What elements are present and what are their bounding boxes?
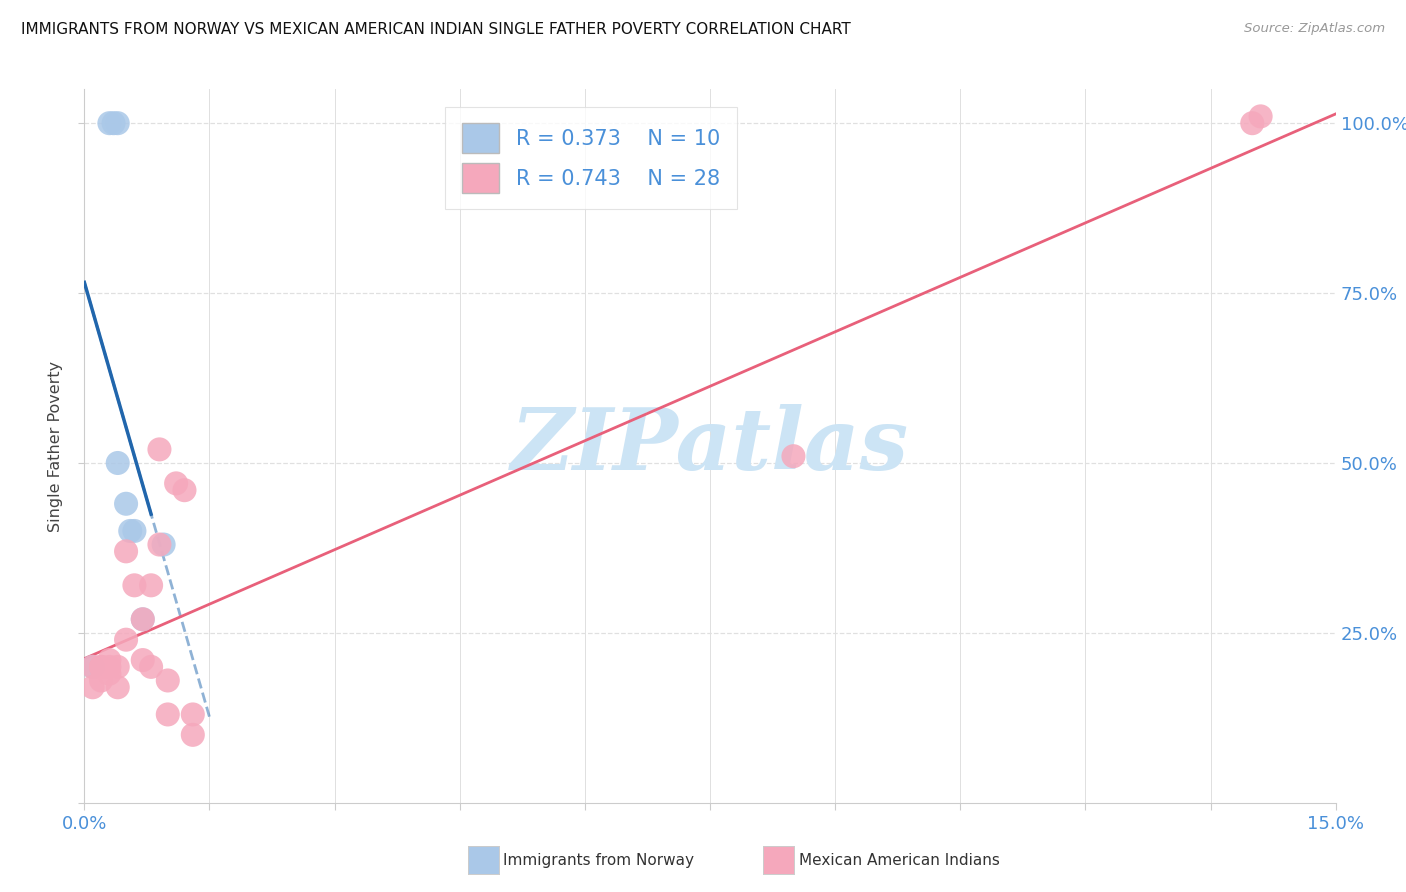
Point (156, 673, 179, 688)
Point (152, 537, 174, 551)
Point (98, 116, 121, 130)
Y-axis label: Single Father Poverty: Single Father Poverty (48, 360, 63, 532)
Point (181, 728, 204, 742)
Point (115, 544, 138, 558)
Legend: R = 0.373    N = 10, R = 0.743    N = 28: R = 0.373 N = 10, R = 0.743 N = 28 (446, 107, 737, 210)
Point (90, 660, 112, 674)
Text: IMMIGRANTS FROM NORWAY VS MEXICAN AMERICAN INDIAN SINGLE FATHER POVERTY CORRELAT: IMMIGRANTS FROM NORWAY VS MEXICAN AMERIC… (21, 22, 851, 37)
Text: Mexican American Indians: Mexican American Indians (799, 854, 1000, 868)
Point (782, 449, 804, 463)
Text: Immigrants from Norway: Immigrants from Norway (503, 854, 695, 868)
Point (120, 524, 142, 538)
Text: ZIPatlas: ZIPatlas (510, 404, 910, 488)
Point (148, 442, 170, 457)
Point (132, 612, 155, 626)
Point (107, 680, 129, 694)
Point (1250, 109, 1272, 123)
Point (82, 680, 104, 694)
Point (124, 524, 146, 538)
Point (107, 116, 129, 130)
Point (98, 653, 121, 667)
Point (156, 707, 179, 722)
Point (132, 612, 155, 626)
Point (115, 497, 138, 511)
Point (82, 660, 104, 674)
Point (165, 476, 187, 491)
Point (107, 660, 129, 674)
Point (107, 456, 129, 470)
Point (139, 660, 162, 674)
Text: Source: ZipAtlas.com: Source: ZipAtlas.com (1244, 22, 1385, 36)
Point (139, 578, 162, 592)
Point (181, 707, 204, 722)
Point (173, 483, 195, 498)
Point (103, 116, 125, 130)
Point (98, 660, 121, 674)
Point (124, 578, 146, 592)
Point (98, 666, 121, 681)
Point (1241, 116, 1264, 130)
Point (115, 632, 138, 647)
Point (82, 660, 104, 674)
Point (148, 537, 170, 551)
Point (90, 673, 112, 688)
Point (132, 653, 155, 667)
Point (90, 660, 112, 674)
